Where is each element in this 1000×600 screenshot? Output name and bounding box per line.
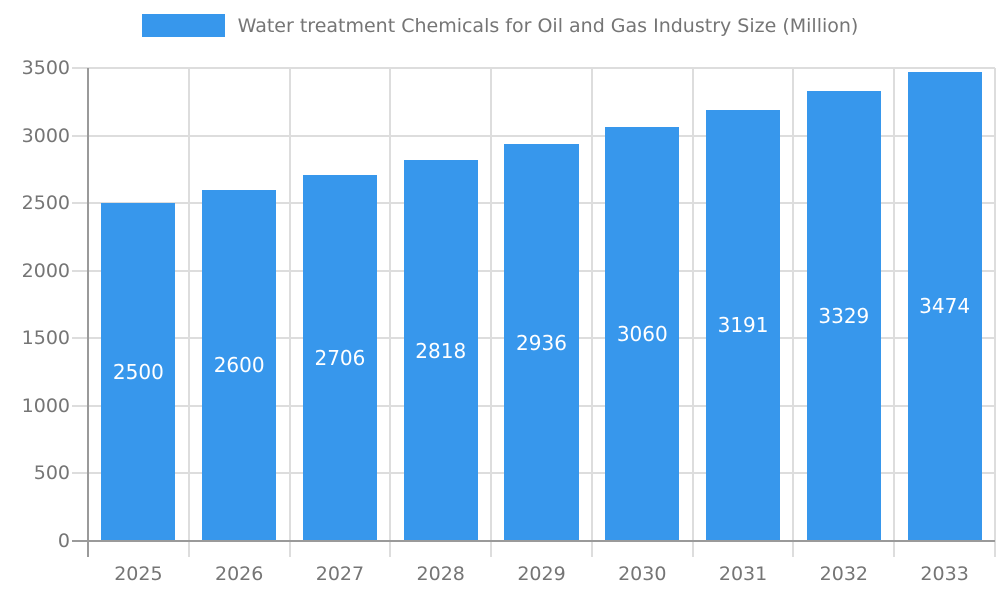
y-axis-tick-label: 500	[33, 462, 70, 485]
gridline-x	[389, 68, 392, 541]
y-axis-tick-label: 3000	[21, 124, 70, 147]
y-tick-mark	[72, 67, 88, 69]
gridline-x	[87, 68, 89, 541]
bar-2027[interactable]	[302, 175, 377, 541]
bar-2031[interactable]	[706, 109, 781, 541]
bar-2026[interactable]	[202, 189, 277, 541]
y-tick-mark	[72, 337, 88, 340]
bar-2028[interactable]	[403, 160, 478, 541]
x-tick-mark	[691, 541, 694, 557]
gridline-x	[187, 68, 190, 541]
legend-label[interactable]: Water treatment Chemicals for Oil and Ga…	[237, 14, 859, 37]
x-axis-tick-label: 2030	[618, 563, 667, 585]
y-axis-tick-label: 2000	[21, 259, 70, 282]
x-axis-tick-label: 2025	[114, 563, 163, 585]
legend[interactable]: Water treatment Chemicals for Oil and Ga…	[0, 14, 1000, 37]
y-axis-line	[87, 68, 89, 557]
x-tick-mark	[389, 541, 392, 557]
y-axis-tick-label: 2500	[21, 192, 70, 215]
gridline-x	[691, 68, 694, 541]
legend-swatch[interactable]	[141, 14, 225, 37]
gridline-x	[792, 68, 795, 541]
y-axis-tick-label: 1000	[21, 394, 70, 417]
x-axis-tick-label: 2033	[920, 563, 969, 585]
bar-2030[interactable]	[605, 127, 680, 541]
gridline-x	[994, 68, 996, 541]
y-tick-mark	[72, 269, 88, 272]
x-axis-tick-label: 2032	[819, 563, 869, 585]
gridline-x	[288, 68, 291, 541]
bar-2032[interactable]	[806, 91, 881, 541]
x-tick-mark	[590, 541, 593, 557]
y-axis-tick-label: 3500	[21, 57, 70, 79]
y-tick-mark	[72, 472, 88, 475]
gridline-x	[490, 68, 493, 541]
x-axis-tick-label: 2029	[517, 563, 566, 585]
x-axis-tick-label: 2026	[214, 563, 264, 585]
y-tick-mark	[72, 202, 88, 205]
y-tick-mark	[72, 404, 88, 407]
x-tick-mark	[87, 541, 89, 557]
y-tick-mark	[72, 134, 88, 137]
gridline-x	[590, 68, 593, 541]
x-tick-mark	[893, 541, 896, 557]
x-tick-mark	[288, 541, 291, 557]
x-tick-mark	[994, 541, 996, 557]
x-axis-tick-label: 2028	[416, 563, 465, 585]
gridline-x	[893, 68, 896, 541]
gridline-y	[88, 67, 995, 69]
bar-2033[interactable]	[907, 71, 982, 541]
y-tick-mark	[72, 540, 88, 542]
y-axis-tick-label: 0	[57, 530, 70, 552]
x-tick-mark	[792, 541, 795, 557]
x-tick-mark	[187, 541, 190, 557]
bar-2025[interactable]	[101, 203, 176, 541]
bar-2029[interactable]	[504, 144, 579, 541]
y-axis-tick-label: 1500	[21, 327, 70, 350]
x-axis-tick-label: 2027	[315, 563, 365, 585]
x-axis-tick-label: 2031	[718, 563, 768, 585]
x-tick-mark	[490, 541, 493, 557]
